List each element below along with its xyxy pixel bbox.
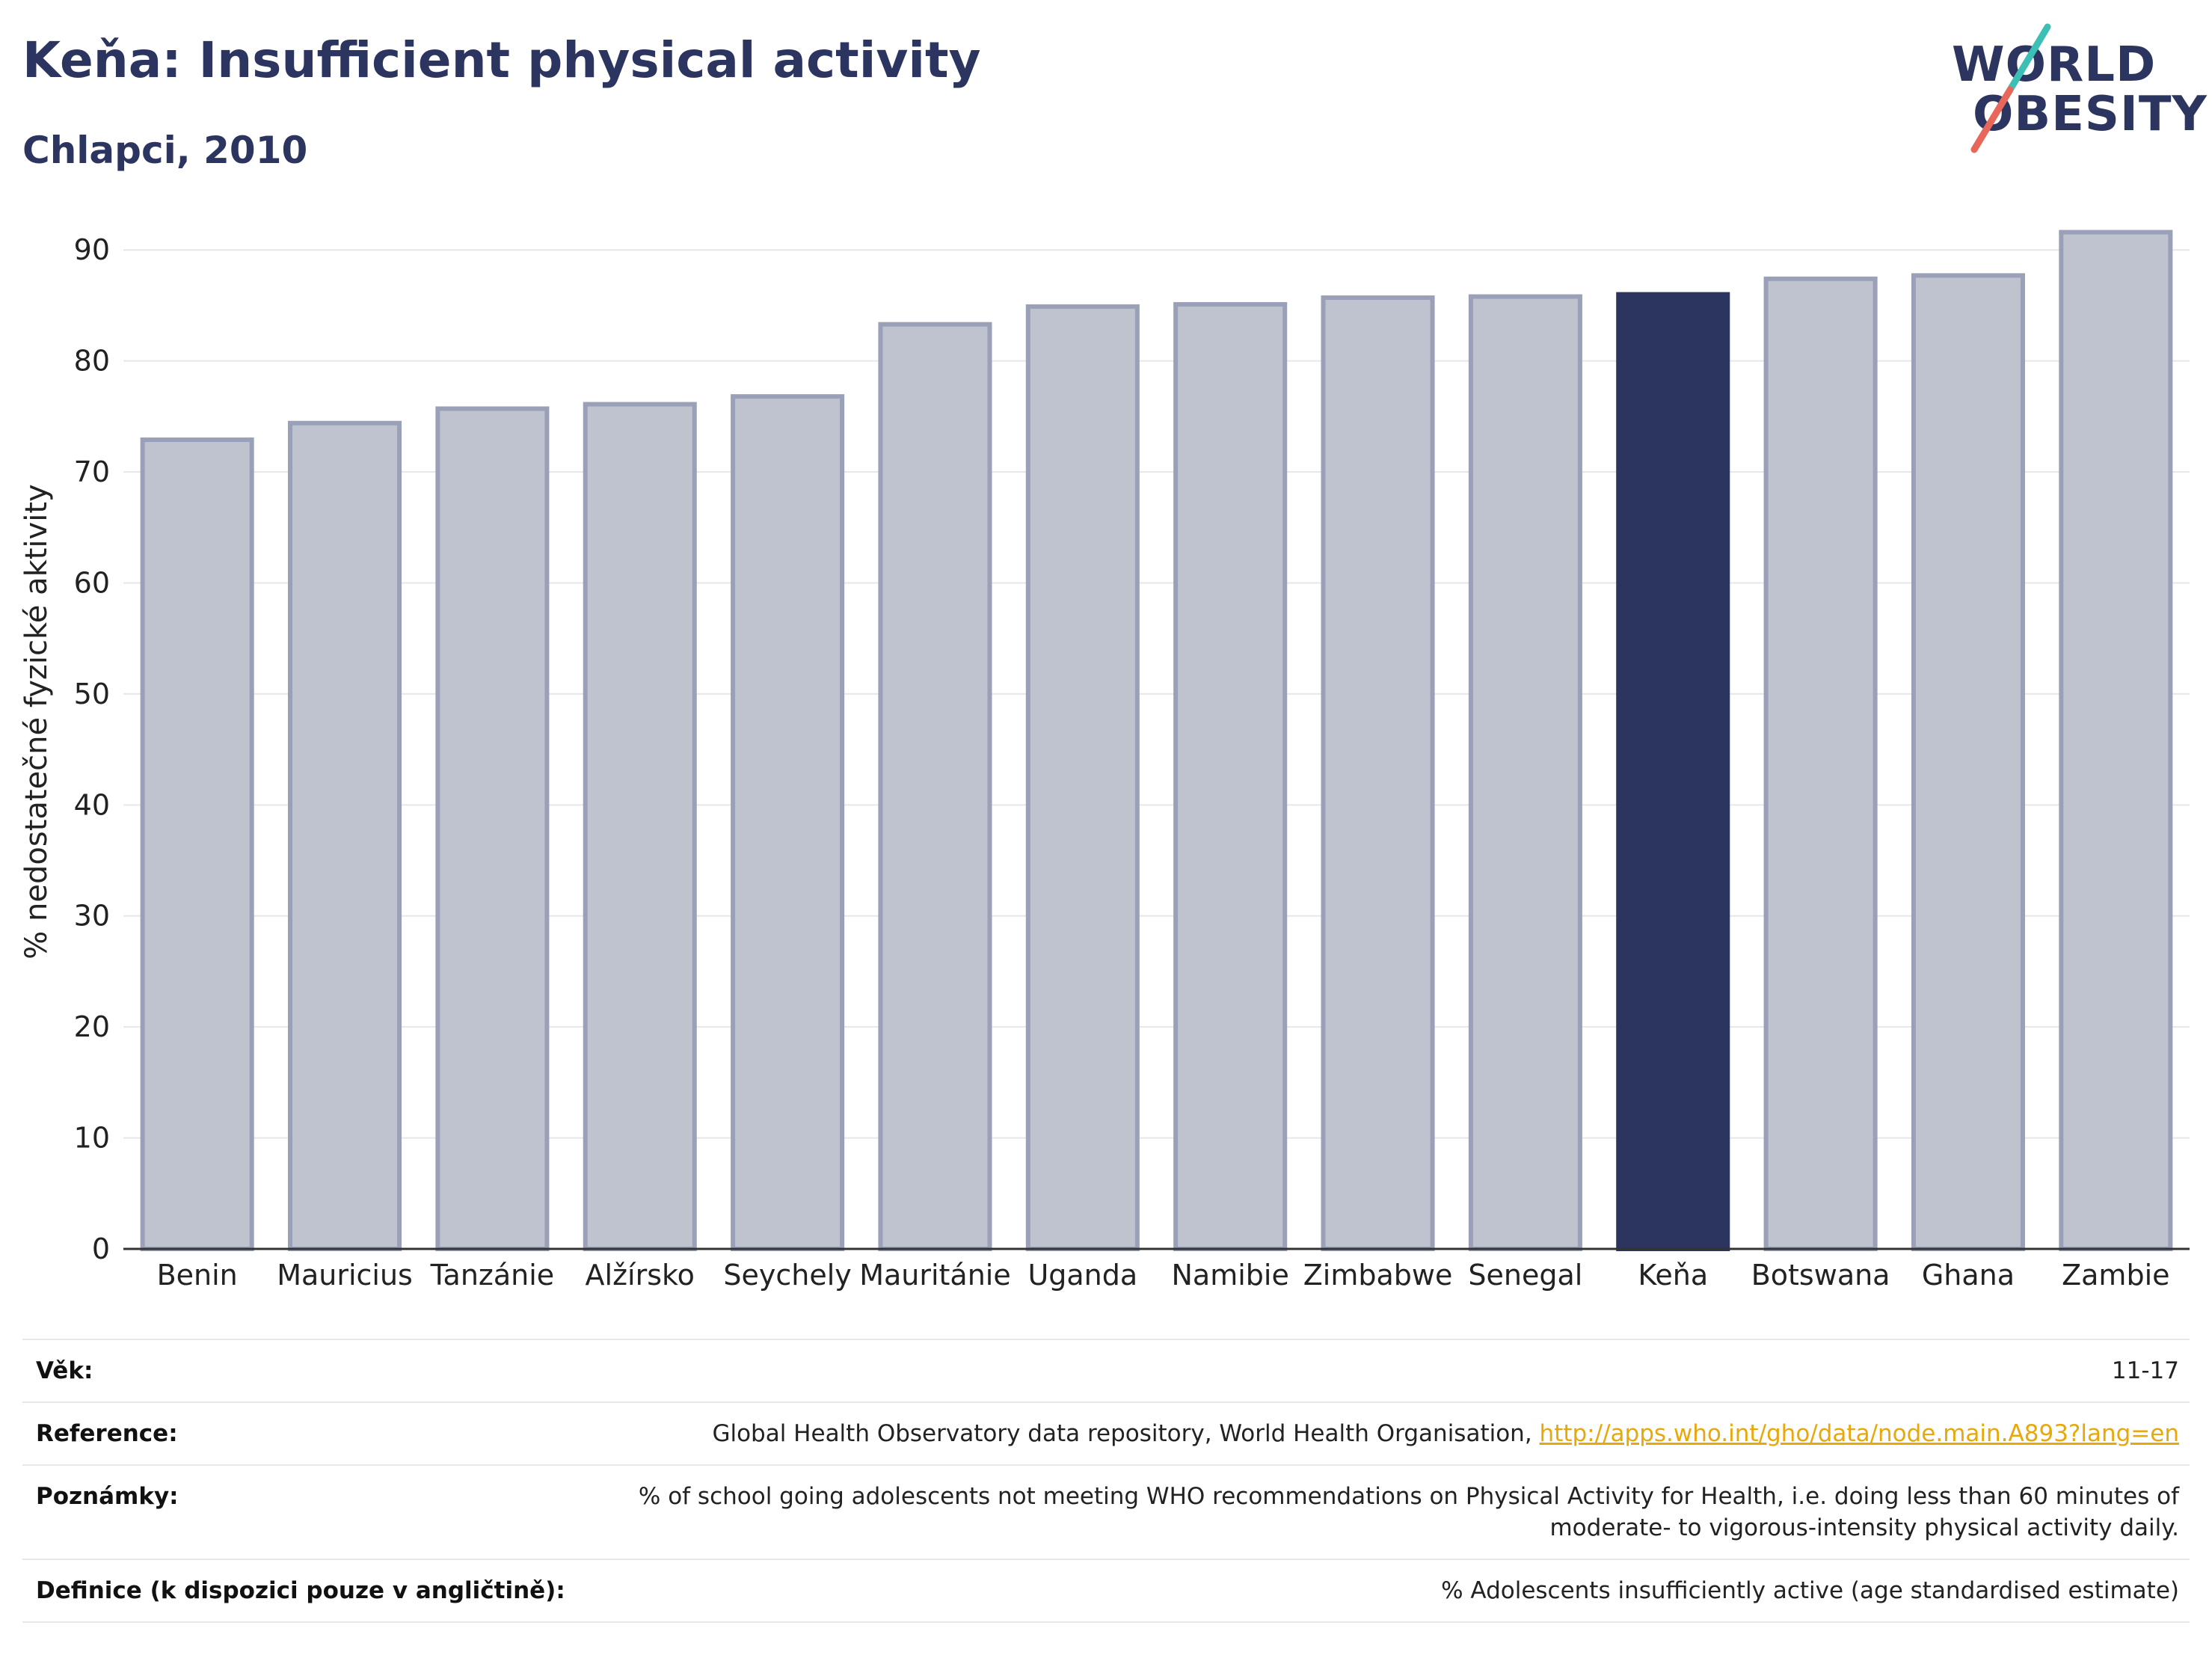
y-tick-label: 90: [74, 233, 110, 266]
age-label: Věk:: [36, 1357, 93, 1384]
x-tick-label: Benin: [157, 1259, 238, 1292]
notes-value: % of school going adolescents not meetin…: [638, 1483, 2179, 1541]
reference-value: Global Health Observatory data repositor…: [689, 1418, 2179, 1449]
bars: [140, 230, 2173, 1252]
y-tick-label: 60: [74, 566, 110, 599]
x-tick-label: Ghana: [1922, 1259, 2015, 1292]
bar-Botswana[interactable]: [1763, 276, 1878, 1251]
y-tick-label: 70: [74, 455, 110, 488]
reference-text: Global Health Observatory data repositor…: [712, 1420, 1532, 1447]
x-tick-label: Mauricius: [277, 1259, 413, 1292]
x-tick-label: Namibie: [1172, 1259, 1289, 1292]
page-subtitle: Chlapci, 2010: [22, 129, 308, 172]
definition-value: % Adolescents insufficiently active (age…: [1441, 1577, 2179, 1604]
bar-Benin[interactable]: [140, 437, 254, 1251]
info-table: Věk: 11-17 Reference: Global Health Obse…: [22, 1339, 2190, 1623]
reference-link[interactable]: http://apps.who.int/gho/data/node.main.A…: [1539, 1420, 2179, 1447]
info-row-definition: Definice (k dispozici pouze v angličtině…: [22, 1559, 2190, 1623]
definition-label: Definice (k dispozici pouze v angličtině…: [36, 1577, 565, 1604]
logo-line-2: OBESITY: [1973, 87, 2208, 142]
notes-label: Poznámky:: [36, 1483, 179, 1510]
grid-lines: [123, 249, 2190, 1139]
bar-Zimbabwe[interactable]: [1321, 295, 1435, 1251]
logo-slash-icon: [1970, 23, 2051, 153]
reference-label: Reference:: [36, 1420, 178, 1447]
y-tick-label: 10: [74, 1122, 110, 1155]
info-row-reference: Reference: Global Health Observatory dat…: [22, 1401, 2190, 1464]
world-obesity-logo[interactable]: WORLD OBESITY: [1952, 21, 2207, 156]
bar-Tanzánie[interactable]: [435, 406, 550, 1251]
page-title: Keňa: Insufficient physical activity: [22, 31, 981, 89]
age-value: 11-17: [2111, 1357, 2179, 1384]
bar-Alžírsko[interactable]: [583, 402, 697, 1252]
bar-Namibie[interactable]: [1173, 301, 1288, 1251]
bar-Uganda[interactable]: [1025, 304, 1140, 1251]
y-tick-label: 40: [74, 788, 110, 821]
bar-Seychely[interactable]: [731, 394, 845, 1251]
y-tick-label: 20: [74, 1010, 110, 1043]
bar-chart: 0 10 20 30 40 50 60 70 80 90 Benin Mauricius Tanzáni…: [19, 230, 2190, 1292]
bar-Zambie[interactable]: [2059, 230, 2173, 1252]
bar-Ghana[interactable]: [1911, 273, 2025, 1251]
x-tick-label: Alžírsko: [586, 1259, 695, 1292]
y-tick-label: 50: [74, 678, 110, 710]
x-tick-label: Keňa: [1638, 1259, 1708, 1292]
info-row-notes: Poznámky: % of school going adolescents …: [22, 1464, 2190, 1559]
axes: 0 10 20 30 40 50 60 70 80 90 Benin Mauricius Tanzáni…: [74, 233, 2190, 1292]
x-tick-label: Uganda: [1027, 1259, 1137, 1292]
y-tick-label: 0: [92, 1232, 110, 1265]
y-axis-label: % nedostatečné fyzické aktivity: [19, 484, 54, 959]
x-tick-label: Seychely: [723, 1259, 851, 1292]
x-tick-label: Botswana: [1751, 1259, 1890, 1292]
logo-line-1: WORLD: [1952, 37, 2157, 93]
bar-Mauricius[interactable]: [288, 420, 402, 1252]
x-tick-label: Tanzánie: [430, 1259, 555, 1292]
x-tick-label: Zambie: [2062, 1259, 2169, 1292]
bar-Senegal[interactable]: [1468, 294, 1582, 1251]
bar-Keňa[interactable]: [1616, 292, 1730, 1251]
x-tick-label: Mauritánie: [859, 1259, 1011, 1292]
info-row-age: Věk: 11-17: [22, 1339, 2190, 1401]
y-tick-label: 80: [74, 345, 110, 378]
y-tick-label: 30: [74, 900, 110, 933]
bar-Mauritánie[interactable]: [878, 322, 992, 1252]
x-tick-label: Senegal: [1468, 1259, 1582, 1292]
x-tick-label: Zimbabwe: [1303, 1259, 1453, 1292]
